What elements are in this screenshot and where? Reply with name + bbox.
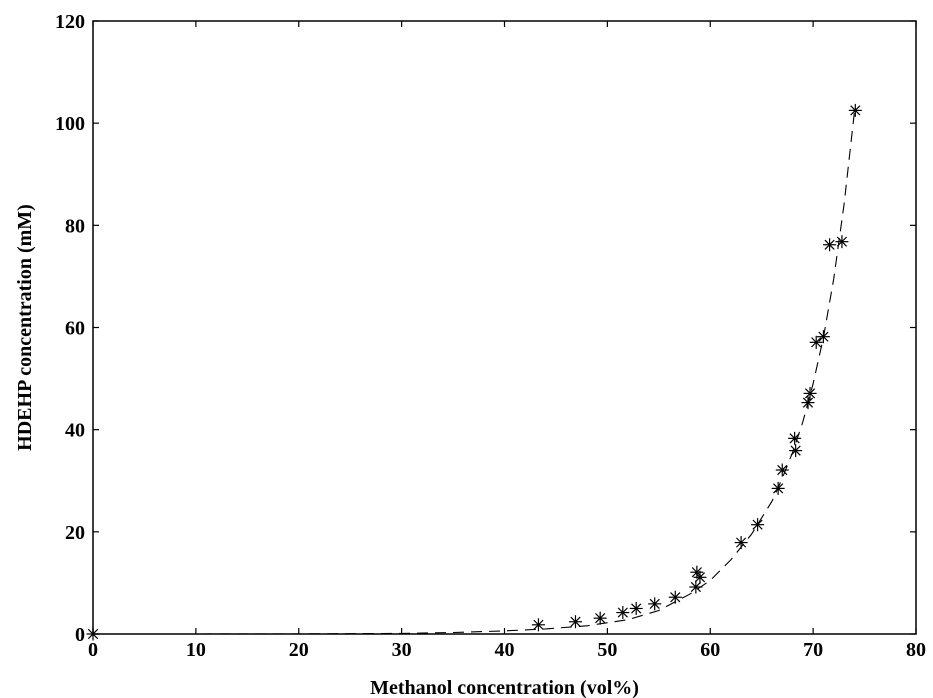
data-point — [788, 431, 802, 445]
data-point — [693, 570, 707, 584]
x-tick-label: 40 — [495, 639, 515, 661]
x-tick-label: 0 — [88, 639, 98, 661]
data-point — [668, 590, 682, 604]
y-tick-label: 80 — [65, 215, 85, 237]
data-point — [789, 444, 803, 458]
x-tick-label: 20 — [289, 639, 309, 661]
y-tick-label: 60 — [65, 318, 85, 340]
y-axis-ticks: 0 20 40 60 80 100 120 — [55, 11, 916, 646]
data-point — [689, 580, 703, 594]
y-tick-label: 0 — [75, 624, 85, 646]
x-tick-label: 30 — [392, 639, 412, 661]
data-point — [593, 611, 607, 625]
x-tick-label: 80 — [906, 639, 926, 661]
y-tick-label: 20 — [65, 522, 85, 544]
data-point — [816, 330, 830, 344]
data-point — [775, 463, 789, 477]
data-point — [771, 481, 785, 495]
data-point — [531, 618, 545, 632]
data-point — [648, 597, 662, 611]
y-tick-label: 120 — [55, 11, 85, 33]
x-tick-label: 10 — [186, 639, 206, 661]
data-point — [751, 518, 765, 532]
data-point — [803, 386, 817, 400]
data-point — [809, 335, 823, 349]
x-axis-label: Methanol concentration (vol%) — [370, 677, 639, 698]
data-point — [835, 235, 849, 249]
data-point — [801, 396, 815, 410]
fit-curve — [93, 112, 855, 635]
data-point — [616, 606, 630, 620]
x-tick-label: 70 — [803, 639, 823, 661]
data-point — [823, 238, 837, 252]
x-axis-ticks: 0 10 20 30 40 50 60 70 80 — [88, 21, 926, 661]
data-point — [734, 536, 748, 550]
x-tick-label: 50 — [597, 639, 617, 661]
y-tick-label: 100 — [55, 113, 85, 135]
fit-curve-layer — [93, 112, 855, 635]
y-axis-label: HDEHP concentration (mM) — [14, 204, 36, 451]
data-point — [848, 103, 862, 117]
y-tick-label: 40 — [65, 420, 85, 442]
data-points-layer — [86, 103, 862, 641]
x-tick-label: 60 — [700, 639, 720, 661]
plot-area-frame — [92, 20, 917, 635]
data-point — [629, 601, 643, 615]
data-point — [568, 615, 582, 629]
